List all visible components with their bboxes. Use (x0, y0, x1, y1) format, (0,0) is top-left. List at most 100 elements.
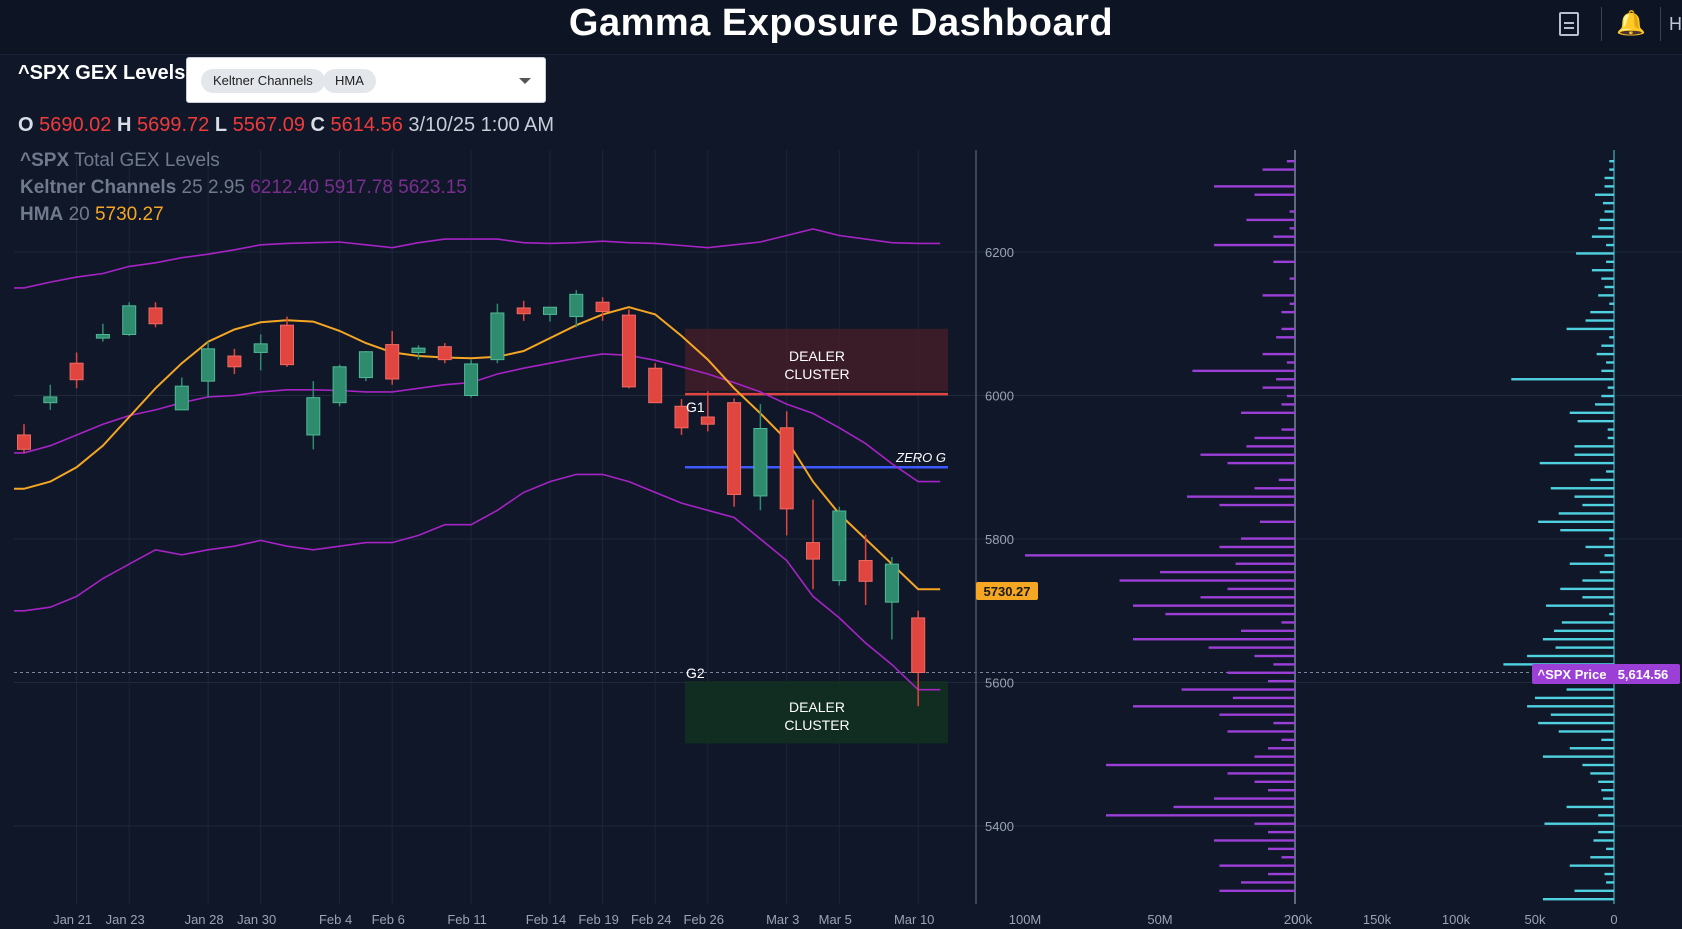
call-gex-bar (1227, 461, 1295, 465)
put-axis-tick: 50k (1525, 912, 1546, 927)
put-gex-bar (1582, 596, 1614, 599)
candle (621, 309, 636, 389)
put-gex-bar (1598, 830, 1614, 834)
put-gex-bar (1582, 503, 1614, 507)
close-value: 5614.56 (330, 114, 403, 136)
put-gex-bar (1546, 604, 1614, 607)
put-gex-bar (1601, 788, 1614, 792)
call-gex-bar (1289, 210, 1295, 213)
call-gex-bar (1133, 604, 1295, 607)
y-tick-label: 6000 (985, 389, 1014, 404)
candle-body (253, 343, 268, 353)
put-gex-bar (1582, 579, 1614, 582)
call-gex-bar (1227, 772, 1295, 775)
candle (201, 341, 216, 398)
user-menu-initial[interactable]: H (1660, 7, 1682, 41)
candle (174, 377, 189, 411)
candle (516, 300, 531, 321)
candle (227, 348, 242, 374)
candle-body (174, 385, 189, 411)
keltner-upper-line (14, 228, 941, 289)
candle-body (17, 434, 31, 450)
indicator-chip-keltner[interactable]: Keltner Channels (201, 69, 325, 93)
x-tick-label: Feb 24 (631, 912, 671, 927)
put-gex-bar (1561, 621, 1614, 624)
put-gex-bar (1542, 898, 1614, 901)
put-gex-bar (1609, 612, 1614, 616)
call-gex-bar (1235, 562, 1295, 565)
call-gex-bar (1281, 428, 1295, 431)
put-gex-bar (1604, 554, 1614, 557)
x-tick-label: Feb 19 (578, 912, 618, 927)
put-gex-bar (1595, 193, 1614, 196)
gex-levels-label: ^SPX GEX Levels (18, 62, 186, 84)
x-tick-label: Feb 4 (319, 912, 352, 927)
put-gex-bar (1607, 386, 1614, 389)
call-gex-bar (1281, 327, 1295, 331)
candle (727, 398, 742, 507)
call-gex-bar (1268, 847, 1295, 851)
candle-body (148, 307, 163, 325)
candle (95, 323, 110, 342)
candle-body (332, 366, 347, 404)
price-tag-bg (1532, 664, 1680, 684)
keltner-legend: Keltner Channels 25 2.95 6212.40 5917.78… (20, 177, 467, 199)
chevron-down-icon[interactable] (519, 78, 531, 84)
call-gex-bar (1281, 310, 1295, 314)
put-gex-bar (1560, 587, 1614, 591)
indicator-chip-hma[interactable]: HMA (323, 69, 376, 93)
put-gex-bar (1609, 160, 1614, 163)
indicator-select[interactable]: Keltner Channels HMA (186, 57, 546, 103)
put-gex-bar (1591, 269, 1614, 272)
call-gex-bar (1232, 696, 1295, 700)
call-gex-bar (1273, 235, 1295, 238)
put-gex-bar (1609, 537, 1614, 540)
put-gex-bar (1585, 319, 1614, 322)
document-icon[interactable] (1559, 12, 1580, 36)
candle-body (621, 314, 636, 388)
put-gex-bar (1590, 478, 1614, 482)
candle-body (201, 348, 216, 382)
call-gex-bar (1254, 193, 1295, 196)
series-desc: Total GEX Levels (74, 150, 220, 171)
x-tick-label: Mar 3 (766, 912, 799, 927)
series-name: ^SPX (20, 150, 70, 171)
put-gex-bar (1569, 411, 1614, 414)
candle (69, 352, 84, 389)
put-axis-tick: 200k (1284, 912, 1313, 927)
y-tick-label: 6200 (985, 245, 1014, 260)
hma-legend: HMA 20 5730.27 (20, 204, 164, 226)
call-gex-bar (1281, 621, 1295, 624)
x-tick-label: Feb 6 (372, 912, 405, 927)
candle-body (43, 396, 58, 404)
candle (385, 330, 400, 385)
top-icons: 🔔 H (1559, 0, 1682, 48)
call-gex-bar (1208, 646, 1295, 649)
call-gex-bar (1286, 394, 1295, 398)
put-gex-bar (1601, 738, 1614, 742)
ohlc-readout: O 5690.02 H 5699.72 L 5567.09 C 5614.56 … (18, 114, 554, 137)
put-gex-bar (1604, 210, 1614, 213)
put-gex-bar (1595, 403, 1614, 406)
candle-body (306, 397, 321, 436)
call-gex-bar (1214, 185, 1295, 188)
call-gex-bar (1276, 378, 1295, 381)
candle (543, 306, 557, 322)
put-gex-bar (1602, 797, 1614, 800)
put-gex-bar (1596, 352, 1614, 356)
put-gex-bar (1606, 243, 1614, 247)
candle-body (385, 344, 400, 380)
candle (569, 290, 584, 328)
candle (858, 534, 873, 606)
candle-body (779, 427, 794, 510)
keltner-upper-value: 6212.40 (250, 177, 319, 198)
grid-lines (14, 150, 1682, 904)
candle-body (122, 305, 137, 336)
bell-icon[interactable]: 🔔 (1616, 10, 1646, 37)
put-axis-tick: 0 (1610, 912, 1617, 927)
candle-body (753, 428, 768, 497)
call-gex-bar (1268, 679, 1295, 683)
call-gex-bar (1241, 881, 1295, 884)
put-gex-bar (1527, 654, 1614, 658)
